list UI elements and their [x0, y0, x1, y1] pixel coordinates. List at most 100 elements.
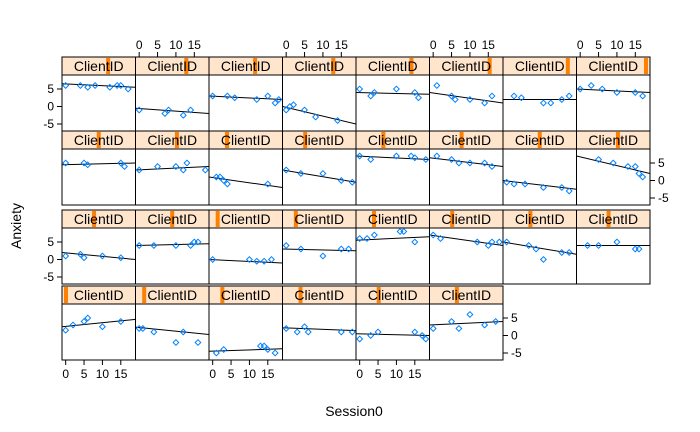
strip-label: ClientID — [74, 287, 124, 303]
data-point — [635, 245, 643, 253]
strip-level-marker — [303, 132, 308, 148]
panel-contents — [576, 238, 650, 253]
fit-line — [356, 236, 430, 241]
panel: ClientID — [61, 209, 136, 285]
x-tick-label: 10 — [243, 367, 257, 381]
strip-level-marker — [381, 132, 386, 148]
strip-label: ClientID — [221, 287, 271, 303]
x-tick-label: 5 — [448, 38, 455, 52]
panel: ClientID — [576, 209, 651, 285]
data-point — [539, 183, 547, 192]
strip-level-marker — [528, 211, 533, 227]
data-point — [91, 81, 99, 90]
x-tick-label: 10 — [610, 38, 624, 52]
data-point — [139, 324, 147, 333]
x-tick-label: 0 — [136, 38, 143, 52]
panel: ClientID — [429, 56, 504, 132]
y-tick-label: 0 — [511, 329, 518, 343]
fit-line — [356, 92, 430, 95]
fit-line — [62, 83, 136, 88]
x-tick-label: 15 — [188, 38, 202, 52]
fit-line — [356, 155, 430, 160]
strip-level-marker — [220, 287, 225, 303]
data-point — [433, 152, 441, 160]
panel-contents — [62, 314, 136, 334]
panel-border — [208, 74, 283, 132]
data-point — [631, 88, 639, 97]
strip-level-marker — [454, 287, 459, 303]
data-point — [117, 81, 125, 90]
panel-border — [282, 148, 357, 206]
data-point — [488, 92, 496, 100]
data-point — [150, 328, 158, 336]
data-point — [565, 248, 573, 257]
strip-label: ClientID — [515, 211, 565, 227]
fit-line — [356, 333, 430, 336]
panel-border — [429, 148, 504, 206]
strip-level-marker — [170, 211, 175, 227]
panel-contents — [282, 323, 356, 336]
strip-label: ClientID — [74, 132, 124, 148]
panel-contents — [503, 178, 577, 195]
data-point — [481, 321, 489, 329]
strip-label: ClientID — [147, 132, 197, 148]
panel: ClientID — [355, 56, 430, 132]
data-point — [264, 345, 272, 354]
data-point — [411, 154, 419, 162]
y-tick-label: 5 — [511, 311, 518, 325]
panel-border — [502, 227, 577, 285]
fit-line — [282, 248, 356, 252]
panel-border — [61, 303, 136, 361]
y-tick-label: 0 — [47, 253, 54, 267]
strip-label: ClientID — [368, 211, 418, 227]
data-point — [473, 238, 481, 246]
panel-contents — [282, 166, 356, 186]
panel-contents — [282, 101, 356, 125]
strip-level-marker — [376, 287, 381, 303]
strip-label: ClientID — [441, 58, 491, 74]
data-point — [595, 155, 603, 164]
data-point — [370, 88, 378, 97]
strip-label: ClientID — [221, 132, 271, 148]
y-tick-label: -5 — [511, 346, 522, 360]
data-point — [407, 152, 415, 160]
panel-contents — [282, 241, 356, 260]
data-point — [62, 159, 70, 167]
data-point — [639, 92, 647, 100]
data-point — [356, 335, 364, 343]
fit-line — [135, 326, 209, 335]
fit-line — [135, 107, 209, 114]
strip-label: ClientID — [515, 132, 565, 148]
strip-level-marker — [615, 132, 620, 148]
data-point — [183, 159, 191, 167]
data-point — [481, 99, 489, 107]
y-tick-label: -5 — [43, 117, 54, 131]
y-tick-label: 0 — [658, 174, 665, 188]
data-point — [631, 245, 639, 253]
fit-line — [62, 318, 136, 328]
data-point — [558, 183, 566, 192]
data-point — [367, 92, 375, 100]
y-tick-label: -5 — [43, 270, 54, 284]
data-point — [334, 116, 342, 125]
data-point — [595, 241, 603, 250]
panel: ClientID — [135, 285, 210, 361]
strip-level-marker — [184, 58, 189, 74]
panel: ClientID — [208, 130, 283, 206]
panel: ClientID — [355, 130, 430, 206]
data-point — [411, 238, 419, 246]
panel: ClientID — [429, 285, 504, 361]
strip-label: ClientID — [441, 132, 491, 148]
data-point — [264, 92, 272, 100]
fit-line — [429, 321, 503, 326]
panel-border — [282, 303, 357, 361]
data-point — [84, 83, 92, 91]
data-point — [297, 245, 305, 253]
strip-label: ClientID — [147, 287, 197, 303]
panel-border — [135, 148, 210, 206]
panel-contents — [209, 255, 283, 265]
panel: ClientID — [502, 130, 577, 206]
panel-contents — [135, 106, 209, 119]
strip-level-marker — [644, 58, 648, 74]
data-point — [62, 81, 70, 90]
